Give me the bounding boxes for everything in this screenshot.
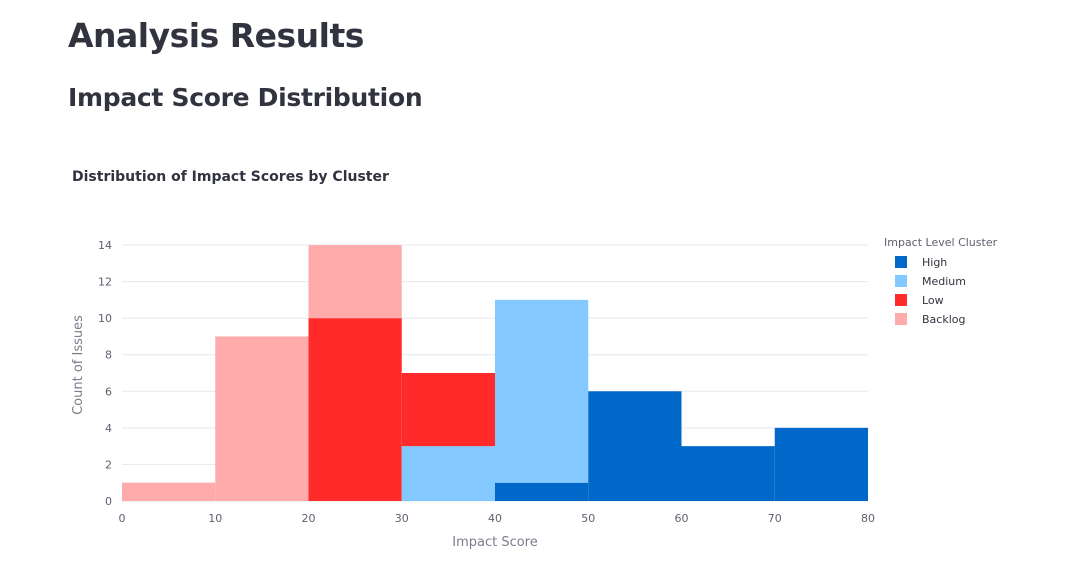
y-axis-ticks: 0 2 4 6 8 10 12 14 <box>98 239 112 508</box>
y-tick-label: 12 <box>98 276 112 289</box>
bar-low[interactable] <box>308 318 402 501</box>
y-axis-title: Count of Issues <box>71 315 86 415</box>
legend[interactable]: Impact Level Cluster High Medium Low Backlo… <box>884 236 998 326</box>
y-tick-label: 10 <box>98 312 112 325</box>
x-tick-label: 50 <box>581 512 595 525</box>
y-tick-label: 4 <box>105 422 112 435</box>
y-tick-label: 14 <box>98 239 112 252</box>
legend-title: Impact Level Cluster <box>884 236 998 249</box>
bar-backlog[interactable] <box>215 336 309 501</box>
y-tick-label: 2 <box>105 458 112 471</box>
bar-backlog[interactable] <box>122 482 216 501</box>
legend-label: Medium <box>922 275 966 288</box>
legend-swatch <box>895 275 907 287</box>
legend-item-high[interactable]: High <box>895 256 947 269</box>
bar-high[interactable] <box>774 427 868 501</box>
legend-swatch <box>895 256 907 268</box>
bar-backlog[interactable] <box>308 245 402 319</box>
x-tick-label: 30 <box>395 512 409 525</box>
x-tick-label: 10 <box>208 512 222 525</box>
x-tick-label: 70 <box>768 512 782 525</box>
page-title: Analysis Results <box>68 16 364 55</box>
bar-high[interactable] <box>681 446 775 501</box>
bars <box>122 245 868 501</box>
x-axis-title: Impact Score <box>452 535 538 550</box>
section-title: Impact Score Distribution <box>68 83 423 112</box>
x-axis-ticks: 0 10 20 30 40 50 60 70 80 <box>119 512 876 525</box>
legend-label: High <box>922 256 947 269</box>
x-tick-label: 40 <box>488 512 502 525</box>
x-tick-label: 0 <box>119 512 126 525</box>
bar-low[interactable] <box>401 373 495 447</box>
legend-item-medium[interactable]: Medium <box>895 275 966 288</box>
legend-swatch <box>895 294 907 306</box>
legend-swatch <box>895 313 907 325</box>
y-tick-label: 8 <box>105 349 112 362</box>
bar-high[interactable] <box>495 482 589 501</box>
x-tick-label: 60 <box>675 512 689 525</box>
legend-label: Low <box>922 294 944 307</box>
bar-medium[interactable] <box>495 299 589 483</box>
legend-item-backlog[interactable]: Backlog <box>895 313 965 326</box>
bar-medium[interactable] <box>401 446 495 501</box>
legend-label: Backlog <box>922 313 965 326</box>
x-tick-label: 20 <box>302 512 316 525</box>
bar-high[interactable] <box>588 391 682 501</box>
chart-title: Distribution of Impact Scores by Cluster <box>72 169 389 185</box>
y-tick-label: 6 <box>105 385 112 398</box>
legend-item-low[interactable]: Low <box>895 294 944 307</box>
y-tick-label: 0 <box>105 495 112 508</box>
x-tick-label: 80 <box>861 512 875 525</box>
